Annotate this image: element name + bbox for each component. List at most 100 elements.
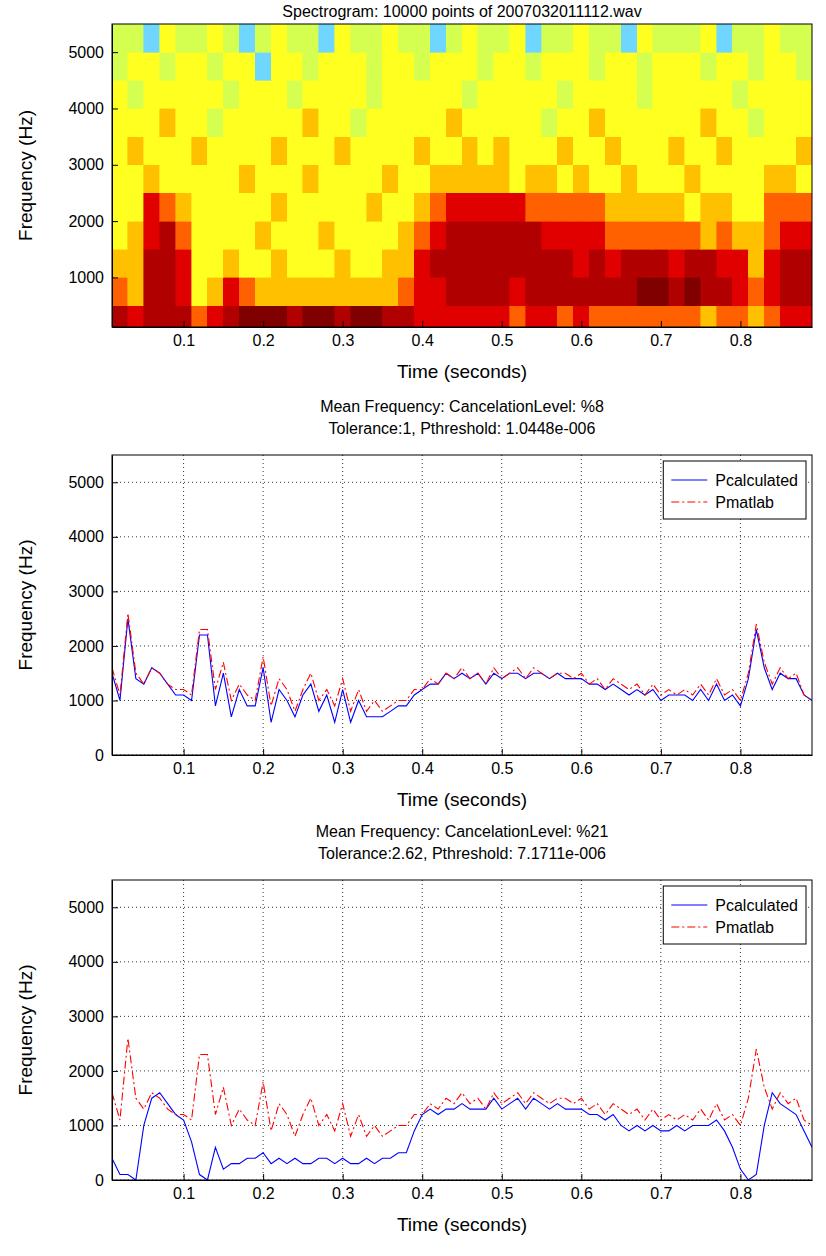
y-axis-line (112, 881, 113, 1181)
heat-cell (748, 80, 764, 108)
heat-cell (303, 306, 319, 327)
heat-cell (255, 249, 271, 277)
x-tick-label: 0.7 (650, 1185, 672, 1202)
heat-cell (462, 221, 478, 249)
heat-cell (637, 277, 653, 305)
heat-cell (430, 165, 446, 193)
heat-cell (207, 24, 223, 52)
heat-cell (573, 108, 589, 136)
heat-cell (160, 165, 176, 193)
y-tick-label: 1000 (68, 1117, 104, 1134)
heat-cell (478, 80, 494, 108)
heat-cell (303, 221, 319, 249)
y-axis: 010002000300040005000 (68, 456, 118, 764)
heat-cell (319, 221, 335, 249)
heat-cell (669, 108, 685, 136)
x-tick-mark (581, 749, 582, 755)
heat-cell (223, 193, 239, 221)
heat-cell (335, 249, 351, 277)
x-tick-label: 0.7 (650, 760, 672, 777)
heat-cell (192, 137, 208, 165)
heat-cell (637, 108, 653, 136)
heat-cell (287, 221, 303, 249)
x-tick: 0.1 (173, 749, 195, 777)
heat-cell (717, 306, 733, 327)
chart-subtitle: Tolerance:1, Pthreshold: 1.0448e-006 (329, 420, 596, 437)
heat-cell (160, 80, 176, 108)
heat-cell (494, 165, 510, 193)
heat-cell (398, 52, 414, 80)
heat-cell (255, 24, 271, 52)
heat-cell (271, 193, 287, 221)
heat-cell (176, 249, 192, 277)
heat-cell (223, 221, 239, 249)
heat-cell (605, 137, 621, 165)
heat-cell (223, 52, 239, 80)
heat-cell (510, 306, 526, 327)
heat-cell (144, 137, 160, 165)
heat-cell (319, 165, 335, 193)
heat-cell (367, 52, 383, 80)
heat-cell (335, 80, 351, 108)
heat-cell (414, 193, 430, 221)
heat-cell (382, 80, 398, 108)
heat-cell (685, 52, 701, 80)
heat-cell (732, 193, 748, 221)
heat-cell (589, 221, 605, 249)
heat-cell (478, 52, 494, 80)
heat-cell (128, 277, 144, 305)
legend-box (663, 461, 806, 519)
grid-line (183, 880, 184, 1180)
heat-cell (669, 24, 685, 52)
y-tick-label: 2000 (68, 638, 104, 655)
heat-cell (542, 277, 558, 305)
heat-cell (701, 193, 717, 221)
y-tick: 4000 (68, 528, 118, 545)
heat-cell (542, 306, 558, 327)
heat-cell (160, 221, 176, 249)
heat-cell (271, 306, 287, 327)
y-tick: 5000 (68, 44, 118, 61)
heat-cell (573, 165, 589, 193)
heat-cell (462, 52, 478, 80)
heat-cell (239, 165, 255, 193)
heat-cell (478, 221, 494, 249)
heat-cell (319, 108, 335, 136)
heat-cell (335, 221, 351, 249)
heat-cell (589, 24, 605, 52)
heat-cell (144, 80, 160, 108)
heat-cell (367, 249, 383, 277)
heat-cell (701, 52, 717, 80)
heat-cell (351, 193, 367, 221)
heat-cell (637, 52, 653, 80)
y-tick: 0 (95, 747, 118, 764)
heat-cell (478, 249, 494, 277)
heat-cell (112, 221, 128, 249)
heat-cell (255, 108, 271, 136)
y-tick-label: 4000 (68, 100, 104, 117)
heat-cell (112, 137, 128, 165)
y-tick-mark (112, 482, 118, 483)
x-tick: 0.7 (650, 321, 672, 349)
x-tick-label: 0.2 (253, 332, 275, 349)
y-tick-label: 5000 (68, 44, 104, 61)
heat-cell (398, 137, 414, 165)
heat-cell (685, 137, 701, 165)
y-tick-mark (112, 1125, 118, 1126)
heat-cell (637, 193, 653, 221)
heat-cell (112, 52, 128, 80)
x-tick-mark (422, 321, 423, 327)
heat-cell (748, 221, 764, 249)
heat-cell (239, 137, 255, 165)
x-tick-mark (343, 749, 344, 755)
chart-title: Spectrogram: 10000 points of 20070320111… (282, 3, 641, 20)
heat-cell (669, 193, 685, 221)
heat-cell (160, 193, 176, 221)
x-tick: 0.7 (650, 1174, 672, 1202)
heat-cell (780, 52, 796, 80)
y-axis: 010002000300040005000 (68, 881, 118, 1189)
legend: PcalculatedPmatlab (663, 461, 806, 519)
heat-cell (303, 52, 319, 80)
y-tick-label: 2000 (68, 213, 104, 230)
plot-frame (112, 880, 812, 1180)
